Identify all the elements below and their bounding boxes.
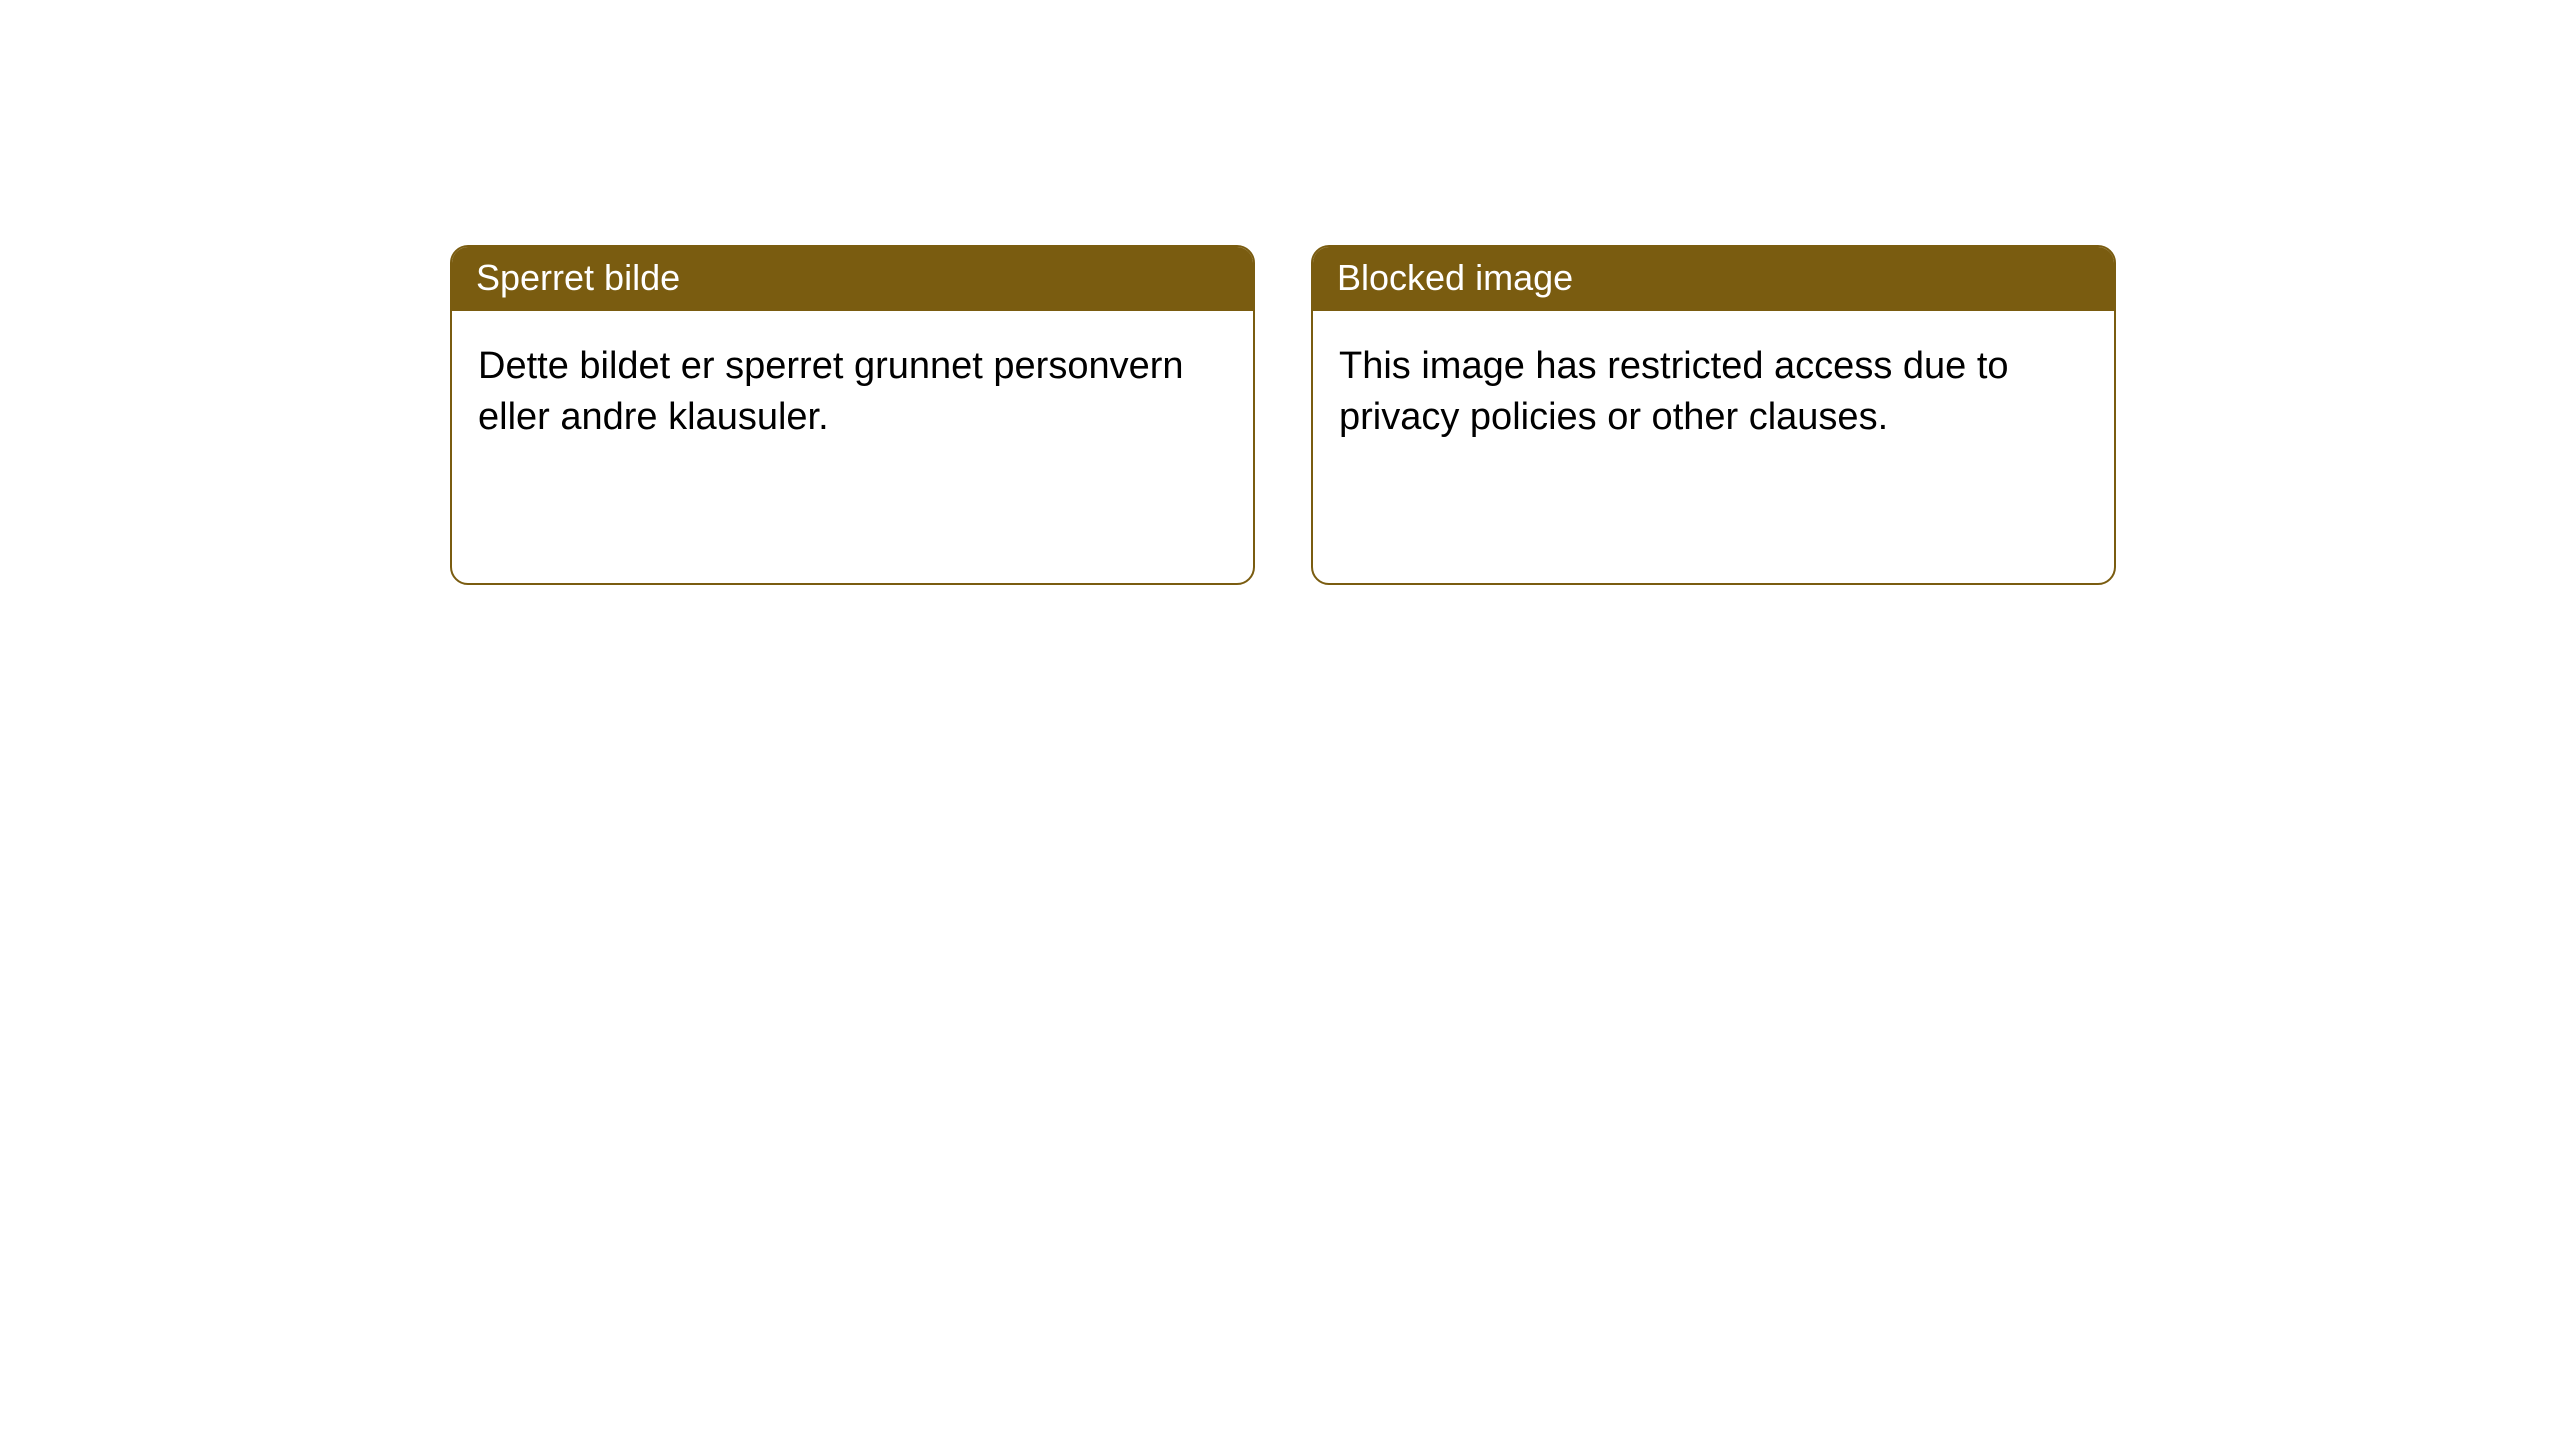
card-body: Dette bildet er sperret grunnet personve… xyxy=(452,311,1253,583)
notice-card-norwegian: Sperret bilde Dette bildet er sperret gr… xyxy=(450,245,1255,585)
notice-container: Sperret bilde Dette bildet er sperret gr… xyxy=(0,0,2560,585)
card-title: Sperret bilde xyxy=(476,257,680,298)
card-header: Sperret bilde xyxy=(452,247,1253,311)
notice-card-english: Blocked image This image has restricted … xyxy=(1311,245,2116,585)
card-title: Blocked image xyxy=(1337,257,1573,298)
card-message: This image has restricted access due to … xyxy=(1339,345,2009,438)
card-message: Dette bildet er sperret grunnet personve… xyxy=(478,345,1184,438)
card-header: Blocked image xyxy=(1313,247,2114,311)
card-body: This image has restricted access due to … xyxy=(1313,311,2114,583)
